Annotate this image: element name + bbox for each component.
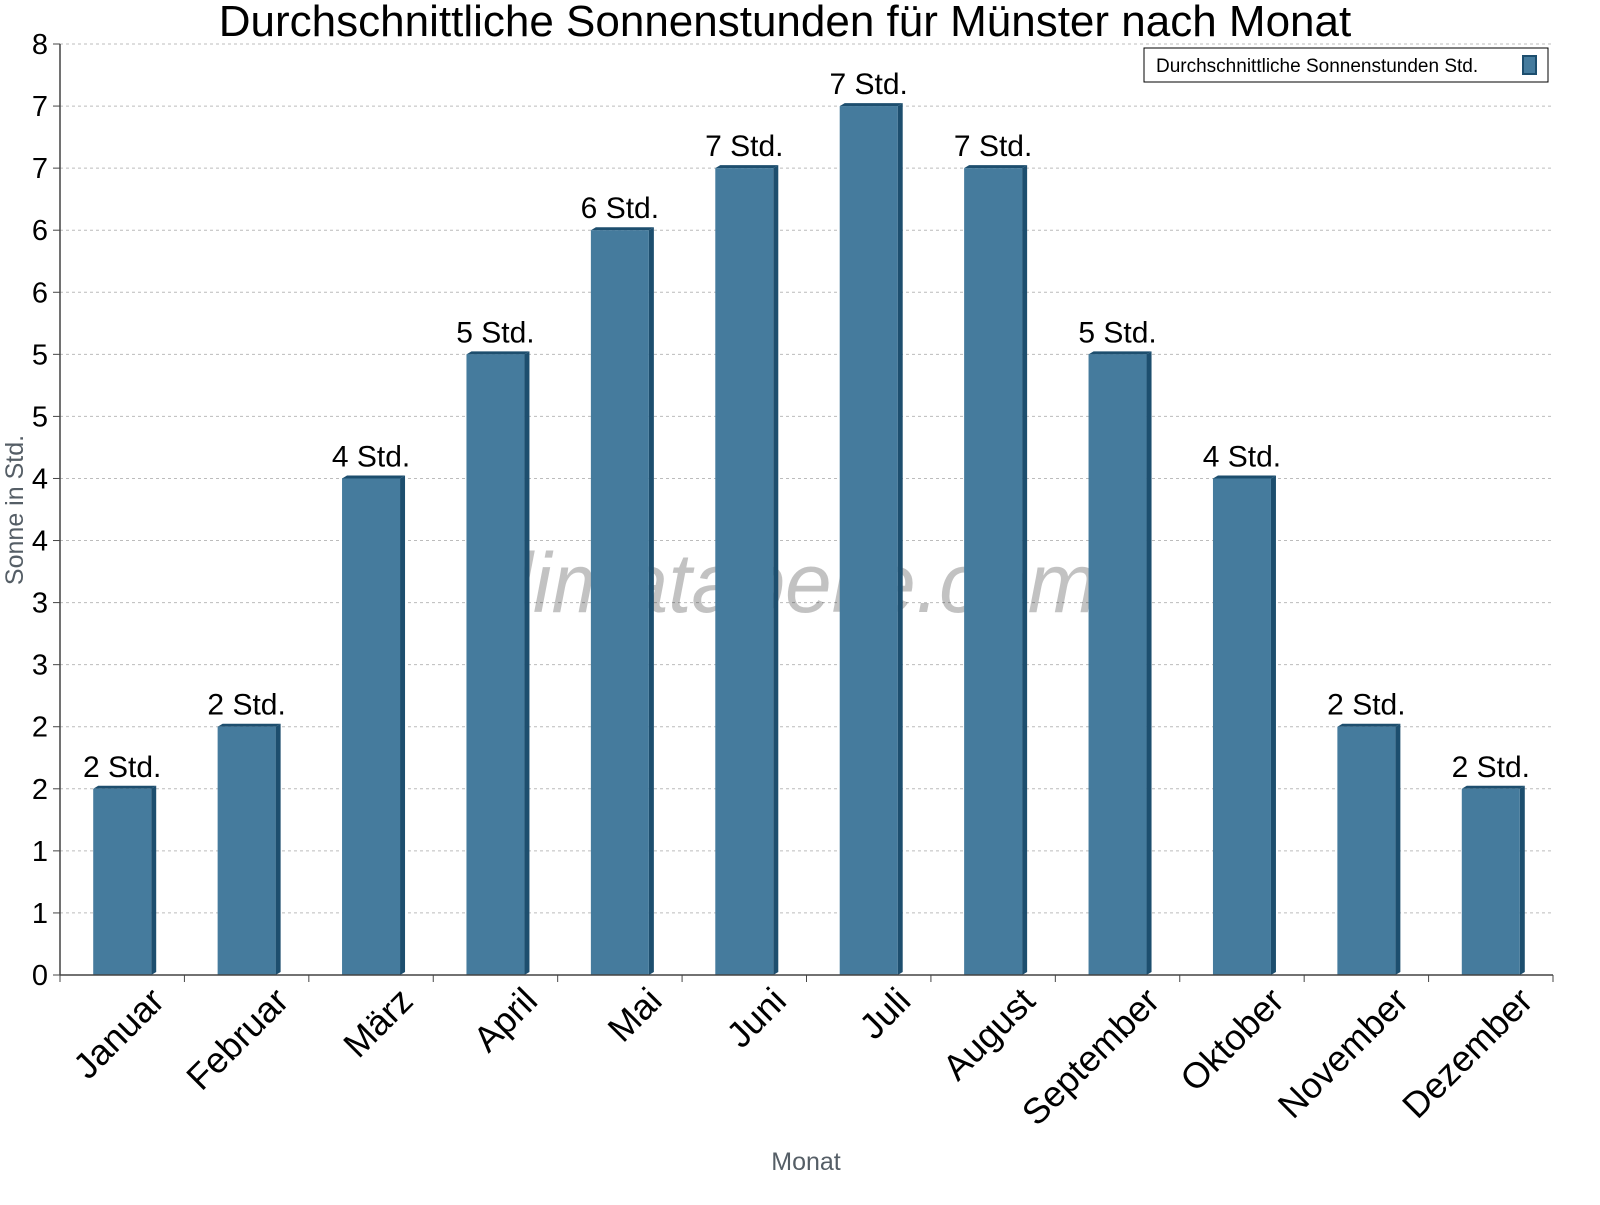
legend-swatch	[1522, 55, 1537, 75]
bar-top	[1212, 475, 1276, 479]
bar-data-label: 5 Std.	[1078, 316, 1156, 349]
bar	[93, 788, 152, 975]
legend: Durchschnittliche Sonnenstunden Std.	[1143, 47, 1549, 83]
y-tick-label: 7	[32, 91, 48, 123]
bar-side	[1395, 723, 1401, 975]
bar-top	[1461, 785, 1525, 789]
bar	[1212, 478, 1271, 975]
bar	[590, 230, 649, 975]
bar-data-label: 6 Std.	[581, 192, 659, 225]
bar-data-label: 2 Std.	[1327, 689, 1405, 722]
bar-side	[151, 785, 157, 975]
bar-data-label: 7 Std.	[705, 130, 783, 163]
bar-side	[1146, 351, 1152, 975]
bar-top	[1337, 723, 1401, 727]
bar-top	[217, 723, 281, 727]
y-tick-label: 5	[32, 401, 48, 433]
bar-top	[964, 165, 1028, 169]
bar-top	[839, 103, 903, 107]
bar-data-label: 4 Std.	[1203, 440, 1281, 473]
bar-side	[1022, 165, 1028, 976]
bar-side	[1519, 785, 1525, 975]
bar-data-label: 7 Std.	[830, 68, 908, 101]
y-tick-label: 4	[32, 526, 48, 558]
bar	[1337, 726, 1396, 975]
bar-data-label: 4 Std.	[332, 440, 410, 473]
bar-side	[773, 165, 779, 976]
legend-box	[1143, 47, 1549, 83]
bar-top	[342, 475, 406, 479]
bar	[342, 478, 401, 975]
y-tick-label: 2	[32, 712, 48, 744]
bar-top	[93, 785, 157, 789]
bar	[839, 106, 898, 976]
y-tick-label: 1	[32, 898, 48, 930]
bar-side	[648, 227, 654, 975]
y-tick-label: 7	[32, 153, 48, 185]
bar-side	[1270, 475, 1276, 975]
y-tick-label: 5	[32, 339, 48, 371]
bar-data-label: 7 Std.	[954, 130, 1032, 163]
y-tick-label: 6	[32, 215, 48, 247]
legend-label: Durchschnittliche Sonnenstunden Std.	[1156, 56, 1478, 77]
bar-top	[1088, 351, 1152, 355]
y-tick-label: 3	[32, 650, 48, 682]
bar	[964, 168, 1023, 976]
bar	[1088, 354, 1147, 975]
y-tick-label: 0	[32, 960, 48, 992]
bar-side	[524, 351, 530, 975]
bar	[1461, 788, 1520, 975]
bar-data-label: 2 Std.	[207, 689, 285, 722]
y-tick-label: 6	[32, 277, 48, 309]
chart-title: Durchschnittliche Sonnenstunden für Müns…	[219, 0, 1351, 46]
bar	[217, 726, 276, 975]
y-tick-label: 1	[32, 836, 48, 868]
y-tick-label: 8	[32, 29, 48, 61]
y-tick-label: 3	[32, 588, 48, 620]
bar-data-label: 2 Std.	[1452, 751, 1530, 784]
bar-top	[466, 351, 530, 355]
bar-side	[897, 103, 903, 976]
bar-data-label: 2 Std.	[83, 751, 161, 784]
bar-data-label: 5 Std.	[456, 316, 534, 349]
bar-top	[715, 165, 779, 169]
y-axis-title: Sonne in Std.	[1, 435, 29, 585]
x-axis-title: Monat	[771, 1148, 841, 1176]
bar	[466, 354, 525, 975]
y-tick-label: 2	[32, 774, 48, 806]
bar-side	[400, 475, 406, 975]
bar-side	[275, 723, 281, 975]
bar-top	[590, 227, 654, 231]
bar	[715, 168, 774, 976]
y-tick-label: 4	[32, 463, 48, 495]
